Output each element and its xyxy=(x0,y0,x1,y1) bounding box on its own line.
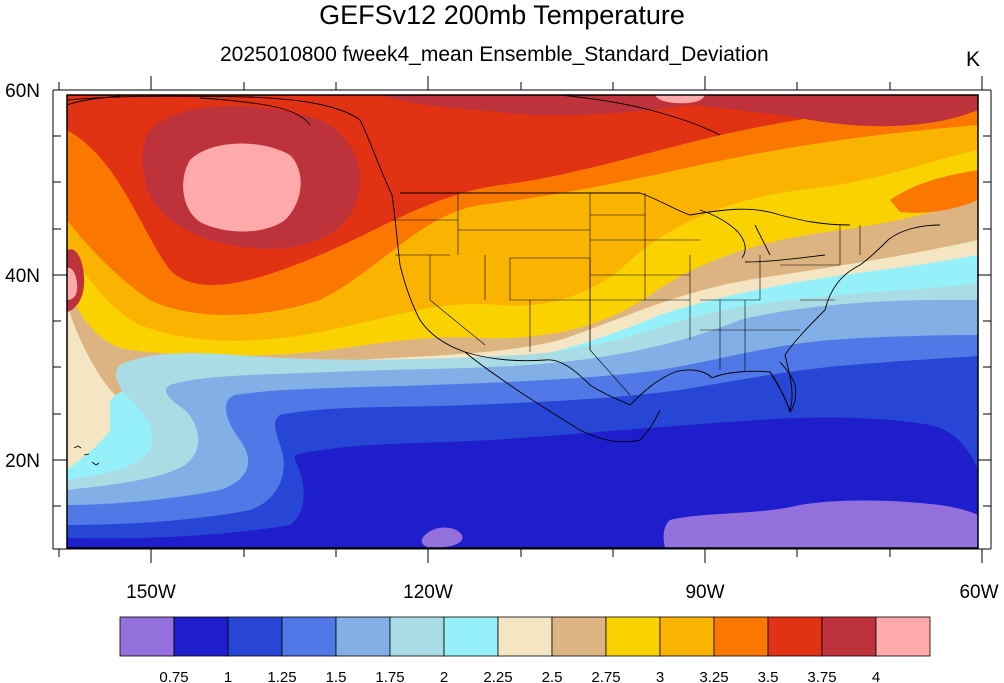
colorbar-label-0: 0.75 xyxy=(159,669,188,683)
mexico-coast xyxy=(464,351,661,443)
colorbar-box-1 xyxy=(173,616,229,657)
axis-ticks xyxy=(52,76,992,563)
colorbar-label-12: 3.75 xyxy=(807,669,836,683)
colorbar-label-6: 2.25 xyxy=(483,669,512,683)
us-canada-border xyxy=(400,192,851,226)
band-4-north xyxy=(655,95,705,104)
state-lines xyxy=(392,193,861,396)
colorbar-label-11: 3.5 xyxy=(758,669,779,683)
state-line-dakotas xyxy=(590,214,645,241)
colorbar-label-9: 3 xyxy=(656,669,664,683)
map-subtitle: 2025010800 fweek4_mean Ensemble_Standard… xyxy=(220,43,769,66)
hawaii-islands xyxy=(73,445,100,466)
colorbar-box-0 xyxy=(119,616,175,657)
lat-label-20n: 20N xyxy=(5,451,40,472)
colorbar-label-2: 1.25 xyxy=(267,669,296,683)
colorbar-label-1: 1 xyxy=(224,669,232,683)
band-4-gulf-of-alaska xyxy=(183,143,301,232)
colorbar-box-4 xyxy=(335,616,391,657)
state-line-new-england xyxy=(839,225,861,265)
plot-frame xyxy=(66,94,979,549)
alaska-coast xyxy=(67,95,311,126)
band-3.75-north xyxy=(380,95,978,127)
state-line-southeast xyxy=(700,300,800,372)
colorbar-label-10: 3.25 xyxy=(699,669,728,683)
colorbar-box-14 xyxy=(875,616,931,657)
state-line-east xyxy=(759,255,840,301)
colorbar-box-7 xyxy=(497,616,553,657)
colorbar-box-9 xyxy=(605,616,661,657)
lon-label-90w: 90W xyxy=(685,582,724,603)
colorbar-label-7: 2.5 xyxy=(542,669,563,683)
colorbar-box-2 xyxy=(227,616,283,657)
lon-label-150w: 150W xyxy=(126,582,176,603)
units-label: K xyxy=(966,48,981,71)
state-line-midwest xyxy=(645,239,760,340)
colorbar-box-3 xyxy=(281,616,337,657)
colorbar: 0.75 1 1.25 1.5 1.75 2 2.25 2.5 2.75 3 3.25 3.5 3.75… xyxy=(119,616,931,683)
lat-label-40n: 40N xyxy=(5,266,40,287)
band-4-west xyxy=(67,267,78,300)
coastlines xyxy=(67,95,941,443)
hudson-region xyxy=(559,95,721,136)
colorbar-box-11 xyxy=(713,616,769,657)
colorbar-label-3: 1.5 xyxy=(326,669,347,683)
colorbar-box-6 xyxy=(443,616,499,657)
map-title: GEFSv12 200mb Temperature xyxy=(319,0,685,30)
band-below-0.75 xyxy=(421,500,978,548)
colorbar-box-5 xyxy=(389,616,445,657)
colorbar-box-13 xyxy=(821,616,877,657)
colorbar-label-5: 2 xyxy=(440,669,448,683)
colorbar-label-8: 2.75 xyxy=(591,669,620,683)
contour-field xyxy=(67,95,978,548)
state-line-ks-ok xyxy=(590,274,690,301)
colorbar-label-13: 4 xyxy=(872,669,880,683)
colorbar-box-12 xyxy=(767,616,823,657)
lon-label-120w: 120W xyxy=(403,582,453,603)
colorbar-box-8 xyxy=(551,616,607,657)
lon-label-60w: 60W xyxy=(959,582,998,603)
florida xyxy=(769,361,797,414)
state-line-nv xyxy=(429,255,486,346)
north-america-coast xyxy=(67,95,941,412)
colorbar-label-4: 1.75 xyxy=(375,669,404,683)
colorbar-box-10 xyxy=(659,616,715,657)
lat-label-60n: 60N xyxy=(5,81,40,102)
great-lakes xyxy=(699,209,826,263)
state-line-tx xyxy=(589,300,631,396)
band-3.25-ne-atlantic xyxy=(890,170,978,213)
